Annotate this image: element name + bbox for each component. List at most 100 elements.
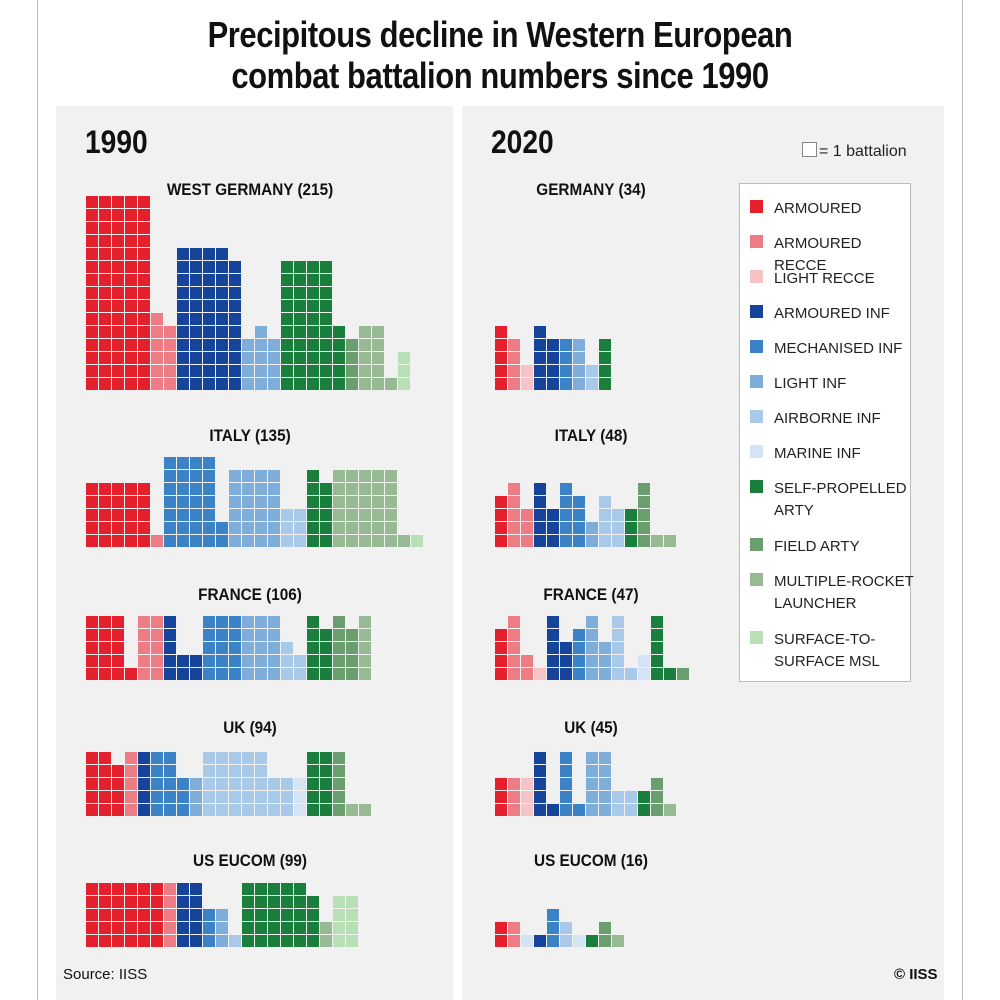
battalion-cell bbox=[495, 352, 507, 364]
battalion-cell bbox=[164, 778, 176, 790]
battalion-cell bbox=[164, 642, 176, 654]
battalion-cell bbox=[294, 804, 306, 816]
battalion-cell bbox=[112, 629, 124, 641]
battalion-cell bbox=[586, 668, 598, 680]
battalion-cell bbox=[99, 300, 111, 312]
battalion-cell bbox=[320, 535, 332, 547]
battalion-cell bbox=[99, 909, 111, 921]
battalion-cell bbox=[229, 535, 241, 547]
battalion-cell bbox=[307, 326, 319, 338]
battalion-cell bbox=[281, 365, 293, 377]
battalion-cell bbox=[112, 896, 124, 908]
battalion-cell bbox=[346, 629, 358, 641]
battalion-cell bbox=[372, 352, 384, 364]
battalion-cell bbox=[521, 791, 533, 803]
battalion-cell bbox=[203, 535, 215, 547]
battalion-cell bbox=[112, 765, 124, 777]
battalion-cell bbox=[138, 326, 150, 338]
battalion-cell bbox=[359, 509, 371, 521]
battalion-cell bbox=[359, 804, 371, 816]
battalion-cell bbox=[229, 352, 241, 364]
battalion-cell bbox=[216, 261, 228, 273]
battalion-cell bbox=[203, 326, 215, 338]
battalion-cell bbox=[86, 365, 98, 377]
battalion-cell bbox=[164, 804, 176, 816]
battalion-cell bbox=[560, 778, 572, 790]
battalion-cell bbox=[664, 804, 676, 816]
battalion-cell bbox=[268, 339, 280, 351]
battalion-cell bbox=[99, 352, 111, 364]
battalion-cell bbox=[190, 804, 202, 816]
battalion-cell bbox=[521, 935, 533, 947]
battalion-cell bbox=[99, 378, 111, 390]
battalion-cell bbox=[612, 522, 624, 534]
battalion-cell bbox=[547, 365, 559, 377]
battalion-cell bbox=[99, 365, 111, 377]
battalion-cell bbox=[112, 935, 124, 947]
battalion-cell bbox=[534, 935, 546, 947]
battalion-cell bbox=[125, 300, 137, 312]
battalion-cell bbox=[138, 765, 150, 777]
battalion-cell bbox=[164, 326, 176, 338]
battalion-cell bbox=[255, 535, 267, 547]
battalion-cell bbox=[99, 535, 111, 547]
battalion-cell bbox=[534, 752, 546, 764]
battalion-cell bbox=[203, 616, 215, 628]
battalion-cell bbox=[125, 896, 137, 908]
battalion-cell bbox=[573, 339, 585, 351]
battalion-cell bbox=[307, 655, 319, 667]
battalion-cell bbox=[307, 274, 319, 286]
battalion-cell bbox=[86, 483, 98, 495]
battalion-cell bbox=[333, 935, 345, 947]
battalion-cell bbox=[612, 935, 624, 947]
battalion-cell bbox=[586, 616, 598, 628]
battalion-cell bbox=[203, 935, 215, 947]
battalion-cell bbox=[664, 535, 676, 547]
battalion-cell bbox=[333, 765, 345, 777]
battalion-cell bbox=[242, 791, 254, 803]
battalion-cell bbox=[151, 765, 163, 777]
battalion-cell bbox=[138, 300, 150, 312]
battalion-cell bbox=[281, 655, 293, 667]
battalion-cell bbox=[216, 287, 228, 299]
battalion-cell bbox=[151, 655, 163, 667]
battalion-cell bbox=[99, 196, 111, 208]
battalion-cell bbox=[112, 248, 124, 260]
battalion-cell bbox=[359, 483, 371, 495]
battalion-cell bbox=[651, 616, 663, 628]
battalion-cell bbox=[651, 668, 663, 680]
battalion-cell bbox=[638, 496, 650, 508]
legend-swatch bbox=[750, 200, 763, 213]
battalion-cell bbox=[86, 196, 98, 208]
battalion-cell bbox=[320, 522, 332, 534]
battalion-cell bbox=[625, 668, 637, 680]
battalion-cell bbox=[99, 235, 111, 247]
battalion-cell bbox=[599, 922, 611, 934]
battalion-cell bbox=[495, 655, 507, 667]
battalion-cell bbox=[372, 470, 384, 482]
battalion-cell bbox=[599, 778, 611, 790]
legend-label: SELF-PROPELLED ARTY bbox=[774, 480, 907, 519]
battalion-cell bbox=[138, 883, 150, 895]
battalion-cell bbox=[125, 313, 137, 325]
battalion-cell bbox=[125, 935, 137, 947]
battalion-cell bbox=[190, 535, 202, 547]
legend-swatch bbox=[750, 375, 763, 388]
battalion-cell bbox=[651, 535, 663, 547]
battalion-cell bbox=[346, 509, 358, 521]
battalion-cell bbox=[320, 935, 332, 947]
battalion-cell bbox=[560, 535, 572, 547]
battalion-cell bbox=[164, 616, 176, 628]
battalion-cell bbox=[638, 522, 650, 534]
battalion-cell bbox=[268, 778, 280, 790]
battalion-cell bbox=[86, 655, 98, 667]
battalion-cell bbox=[508, 668, 520, 680]
battalion-cell bbox=[346, 909, 358, 921]
battalion-cell bbox=[177, 922, 189, 934]
battalion-cell bbox=[599, 535, 611, 547]
battalion-cell bbox=[599, 752, 611, 764]
battalion-cell bbox=[99, 935, 111, 947]
battalion-cell bbox=[372, 509, 384, 521]
battalion-cell bbox=[508, 522, 520, 534]
battalion-cell bbox=[612, 642, 624, 654]
